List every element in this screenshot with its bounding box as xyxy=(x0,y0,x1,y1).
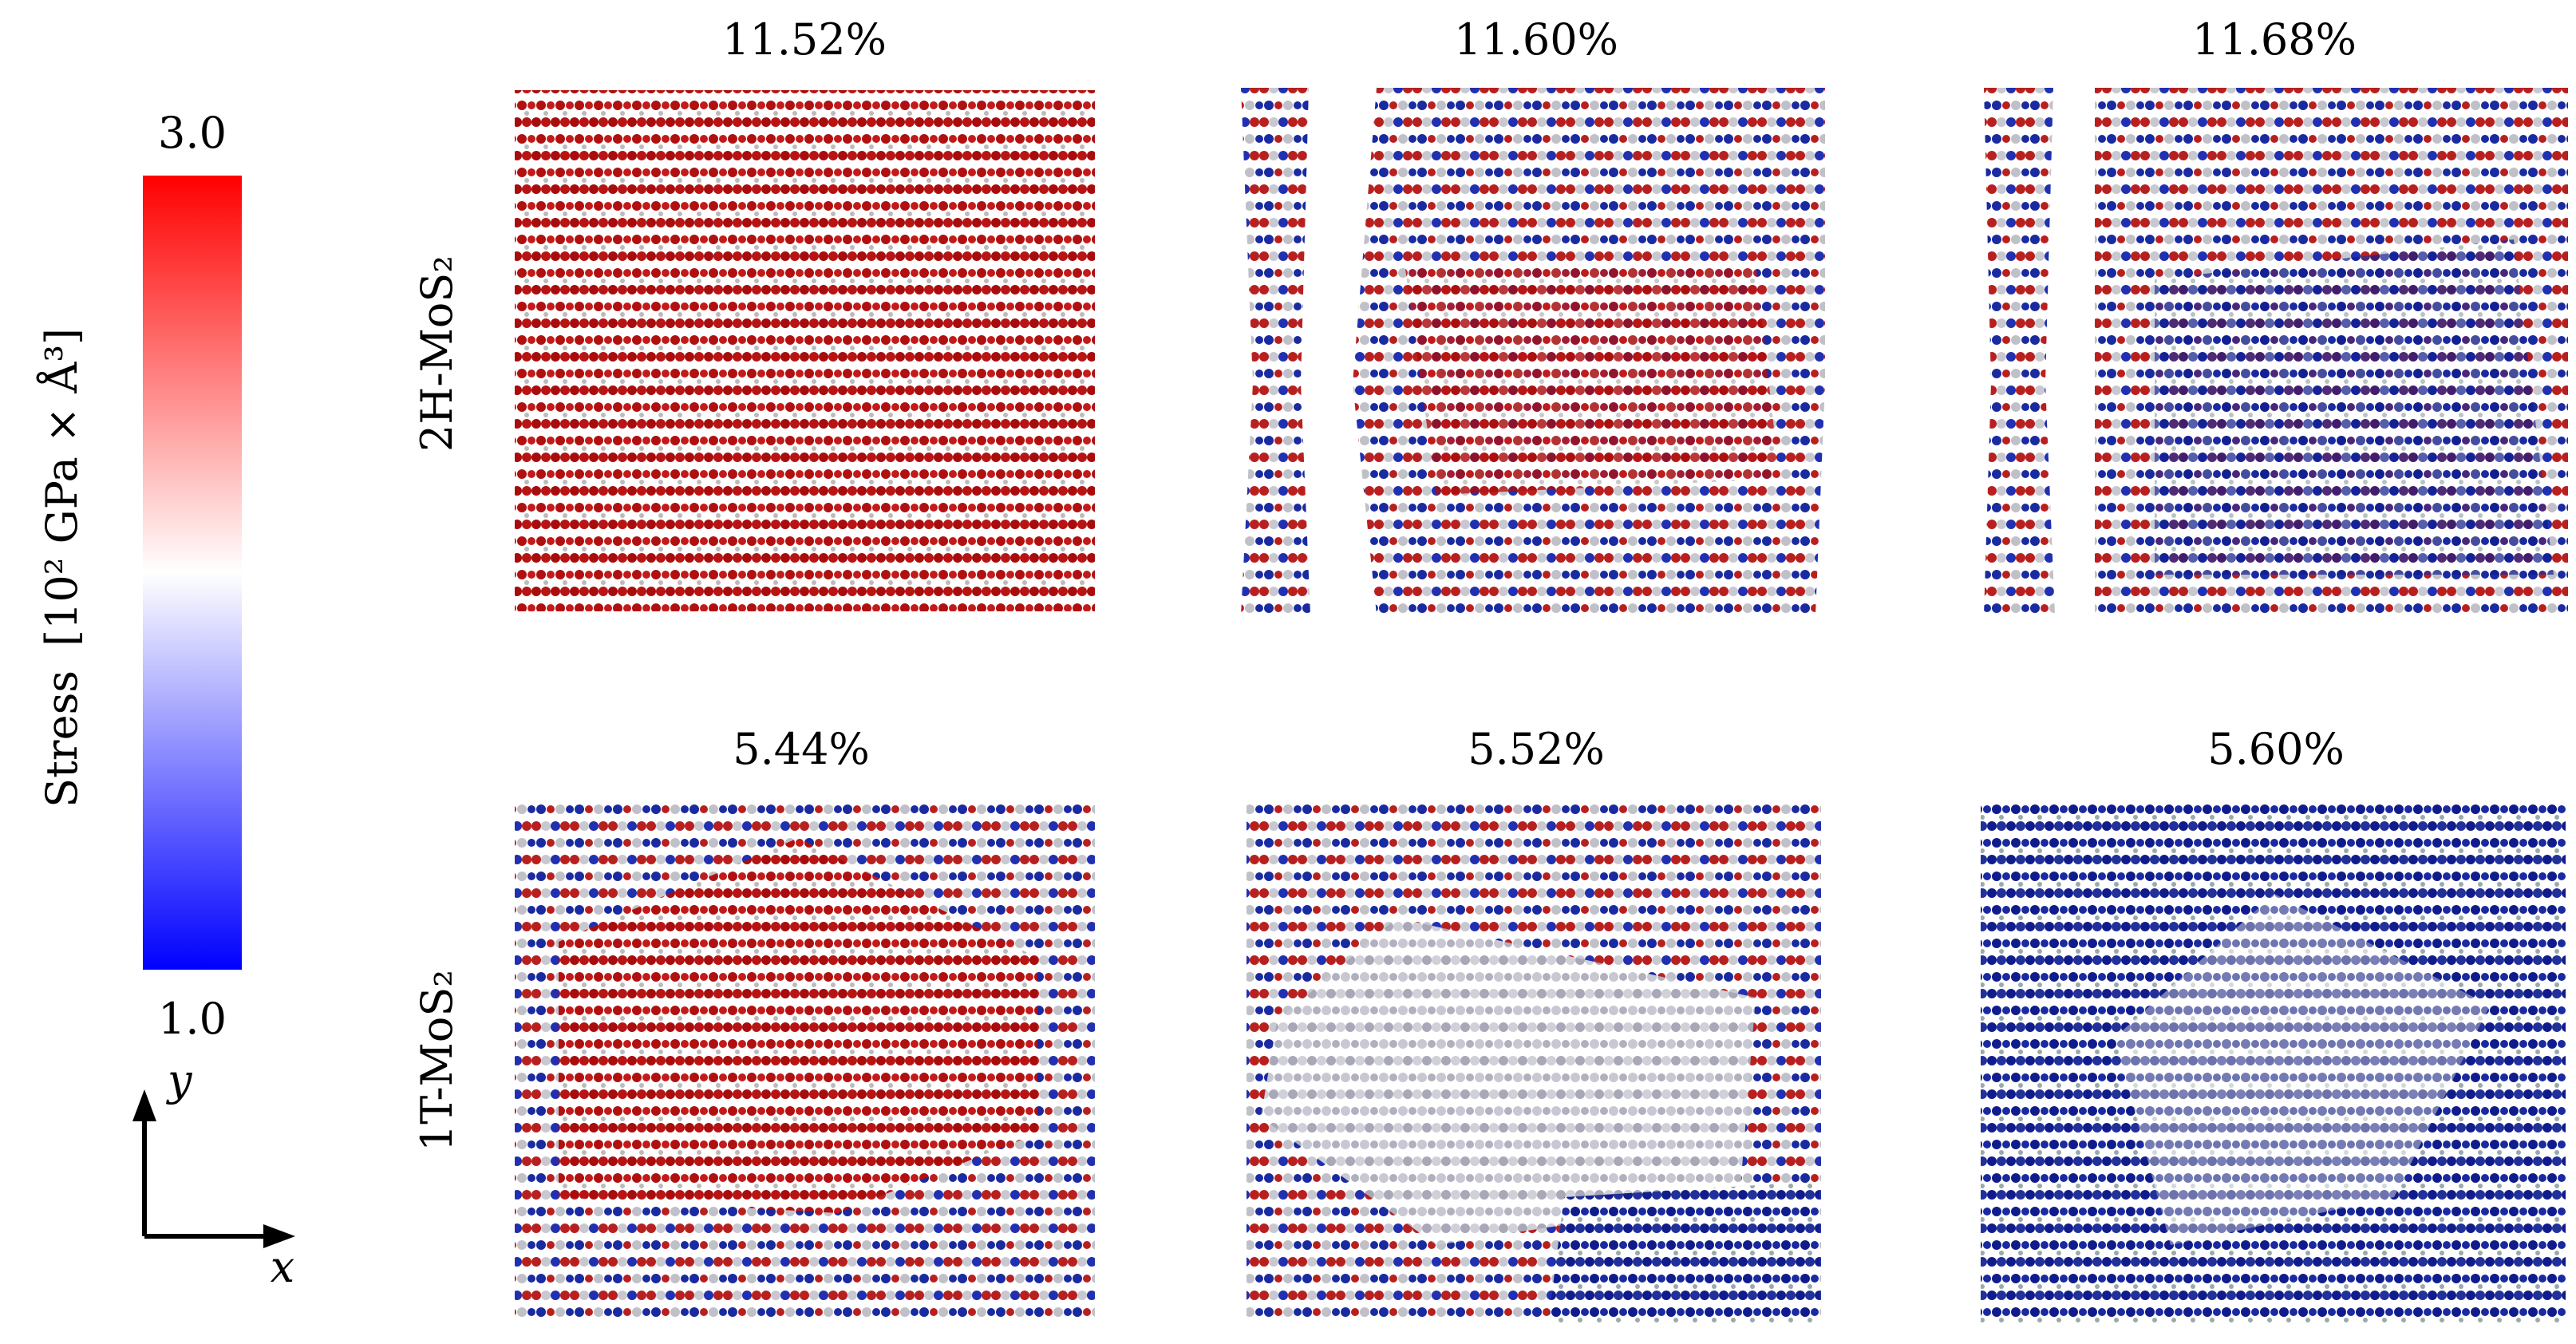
atom-panel xyxy=(515,90,1095,611)
colorbar-label: Stress xyxy=(37,670,87,808)
atom-panel xyxy=(1984,88,2568,615)
colorbar-max: 3.0 xyxy=(158,108,227,158)
colorbar-min: 1.0 xyxy=(158,994,227,1044)
atom-panel xyxy=(1247,797,1821,1323)
x-arrow xyxy=(263,1224,295,1248)
row-label: 2H-MoS₂ xyxy=(412,255,462,452)
colorbar-unit: [10² GPa × Å³] xyxy=(35,328,87,646)
panel-title: 5.52% xyxy=(1468,724,1605,774)
atom-panel xyxy=(1241,88,1825,615)
panel-title: 11.68% xyxy=(2192,14,2357,65)
panel-title: 11.60% xyxy=(1454,14,1618,65)
atom-panel xyxy=(1981,797,2566,1323)
panel-title: 5.60% xyxy=(2207,724,2345,774)
panel-title: 5.44% xyxy=(733,724,870,774)
atom-panel xyxy=(515,797,1095,1323)
axes-indicator xyxy=(142,1113,271,1239)
row-label: 1T-MoS₂ xyxy=(412,970,462,1152)
colorbar xyxy=(143,176,242,970)
panel-title: 11.52% xyxy=(722,14,887,65)
x-axis-label: x xyxy=(271,1242,294,1292)
y-axis-label: y xyxy=(166,1055,193,1105)
y-arrow xyxy=(132,1089,156,1121)
